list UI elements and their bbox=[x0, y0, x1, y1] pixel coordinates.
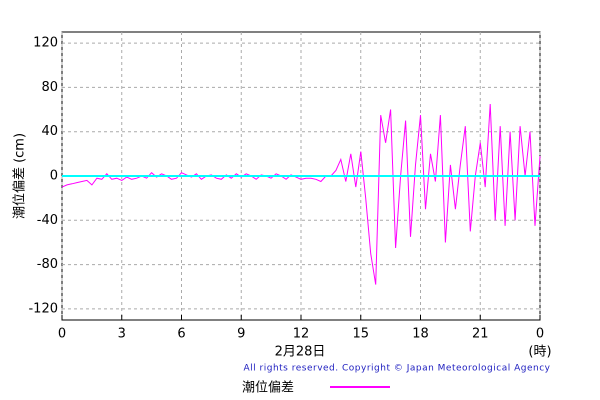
x-tick-label: 12 bbox=[293, 327, 310, 342]
x-tick-label: 9 bbox=[237, 327, 245, 342]
x-axis-label: 2月28日 bbox=[275, 345, 326, 360]
y-tick-label: -80 bbox=[37, 257, 58, 272]
y-tick-label: 40 bbox=[41, 124, 58, 139]
y-tick-label: 80 bbox=[41, 80, 58, 95]
y-axis-label: 潮位偏差 (cm) bbox=[13, 133, 28, 219]
x-tick-label: 0 bbox=[58, 327, 66, 342]
x-tick-label: 21 bbox=[472, 327, 489, 342]
y-tick-label: 120 bbox=[33, 36, 58, 51]
copyright: All rights reserved. Copyright © Japan M… bbox=[244, 364, 551, 374]
x-unit: (時) bbox=[528, 345, 551, 360]
x-tick-label: 18 bbox=[412, 327, 429, 342]
x-tick-label: 6 bbox=[177, 327, 185, 342]
x-tick-label: 0 bbox=[536, 327, 544, 342]
y-tick-label: 0 bbox=[50, 169, 58, 184]
legend-label: 潮位偏差 bbox=[242, 381, 294, 396]
x-tick-label: 3 bbox=[118, 327, 126, 342]
y-tick-label: -120 bbox=[28, 301, 58, 316]
x-tick-label: 15 bbox=[352, 327, 369, 342]
y-tick-label: -40 bbox=[37, 213, 58, 228]
